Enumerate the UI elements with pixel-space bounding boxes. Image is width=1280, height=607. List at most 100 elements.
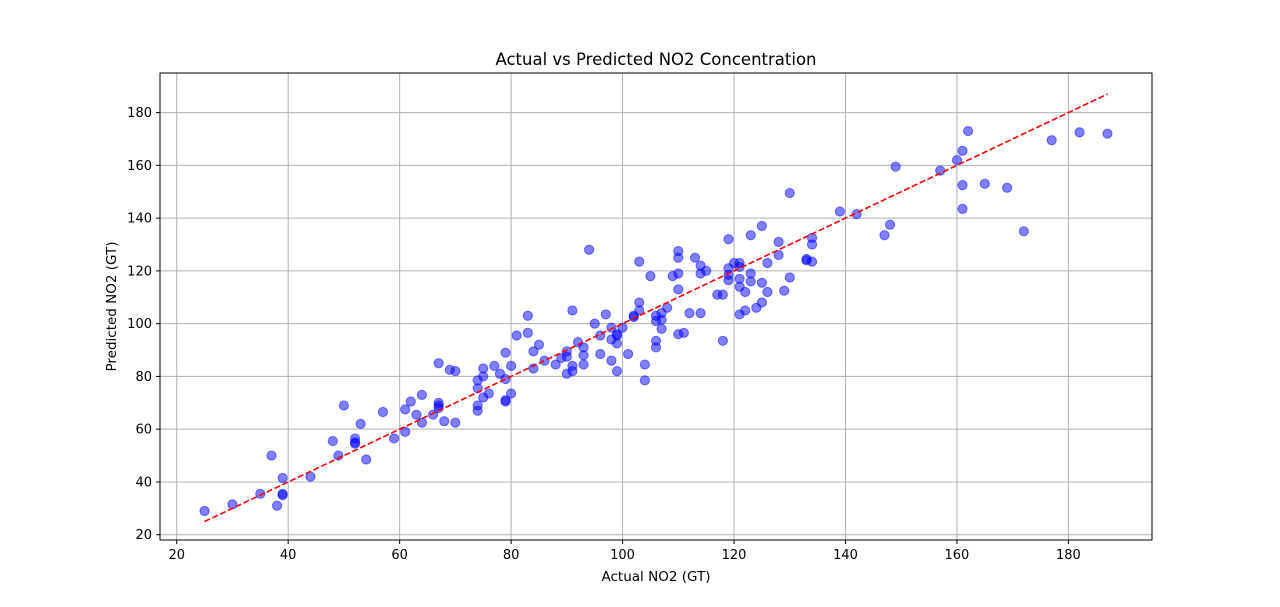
x-tick-label: 140: [833, 548, 858, 563]
x-tick-label: 80: [503, 548, 520, 563]
data-point: [784, 272, 795, 283]
data-point: [584, 244, 595, 255]
data-point: [962, 125, 974, 137]
data-point: [673, 268, 684, 279]
x-axis-label: Actual NO2 (GT): [602, 569, 711, 585]
data-point: [277, 472, 288, 484]
data-point: [639, 375, 650, 386]
x-tick-label: 180: [1056, 548, 1081, 563]
data-point: [611, 330, 623, 341]
data-point: [979, 178, 990, 189]
data-point: [834, 206, 846, 217]
data-point: [355, 418, 366, 430]
identity-line: [204, 93, 1108, 523]
y-tick-label: 40: [135, 475, 152, 490]
data-point: [745, 230, 756, 241]
data-point: [199, 505, 210, 517]
data-point: [756, 297, 767, 308]
data-point: [773, 249, 784, 261]
data-point: [645, 271, 656, 282]
data-point: [416, 389, 428, 400]
data-point: [745, 268, 756, 279]
data-point: [539, 355, 550, 366]
chart-title: Actual vs Predicted NO2 Concentration: [495, 50, 816, 69]
y-tick-label: 20: [135, 528, 152, 543]
data-point: [500, 347, 511, 358]
x-tick-label: 60: [391, 548, 408, 563]
data-point: [717, 335, 728, 346]
data-point: [595, 348, 606, 360]
data-point: [561, 351, 572, 362]
data-point: [717, 289, 728, 300]
data-point: [567, 360, 578, 371]
x-tick-label: 20: [168, 548, 185, 563]
data-point: [650, 335, 662, 346]
data-point: [266, 450, 277, 461]
y-tick-label: 80: [135, 370, 152, 385]
data-point: [779, 285, 790, 296]
y-axis-label: Predicted NO2 (GT): [104, 241, 120, 371]
data-point: [689, 252, 701, 263]
data-point: [361, 454, 372, 465]
data-point: [756, 277, 767, 288]
data-points: [199, 125, 1113, 517]
data-point: [756, 220, 767, 232]
data-point: [533, 339, 545, 350]
y-tick-label: 100: [127, 317, 152, 332]
data-point: [1002, 182, 1013, 193]
x-tick-label: 120: [722, 548, 747, 563]
y-tick-label: 60: [135, 423, 152, 438]
data-point: [784, 187, 795, 199]
plot-area: [160, 73, 1152, 540]
data-point: [762, 257, 773, 269]
data-point: [740, 286, 751, 298]
data-point: [951, 154, 963, 166]
data-point: [740, 305, 751, 316]
data-point: [634, 297, 645, 308]
data-point: [338, 400, 350, 411]
data-point: [634, 256, 645, 267]
data-point: [400, 426, 411, 437]
data-point: [957, 180, 968, 191]
data-point: [528, 346, 539, 357]
data-point: [589, 318, 600, 329]
data-point: [349, 438, 361, 449]
data-point: [255, 488, 266, 499]
data-point: [500, 395, 511, 406]
y-tick-label: 120: [127, 264, 152, 279]
data-point: [567, 305, 578, 316]
data-point: [678, 327, 689, 338]
data-point: [450, 417, 461, 428]
data-point: [578, 359, 589, 370]
data-point: [673, 245, 684, 257]
data-point: [606, 355, 617, 366]
data-point: [957, 203, 968, 214]
data-point: [734, 273, 745, 284]
data-point: [773, 236, 784, 247]
data-point: [723, 234, 734, 245]
data-point: [439, 416, 450, 427]
data-point: [271, 500, 283, 511]
data-point: [884, 219, 896, 230]
data-point: [511, 330, 522, 341]
y-tick-label: 180: [127, 106, 152, 121]
y-tick-label: 140: [127, 212, 152, 227]
x-tick-label: 40: [280, 548, 297, 563]
data-point: [1074, 127, 1085, 138]
data-point: [405, 396, 416, 407]
data-point: [578, 342, 589, 353]
data-point: [500, 373, 511, 385]
data-point: [806, 256, 818, 267]
data-point: [1018, 226, 1029, 237]
data-point: [377, 406, 389, 418]
data-point: [472, 400, 483, 411]
plot-frame: [159, 72, 1153, 541]
data-point: [388, 433, 400, 444]
data-point: [1102, 128, 1113, 139]
data-point: [550, 359, 561, 370]
data-point: [611, 366, 623, 377]
data-point: [506, 360, 517, 371]
data-point: [656, 323, 667, 335]
data-point: [879, 230, 890, 241]
